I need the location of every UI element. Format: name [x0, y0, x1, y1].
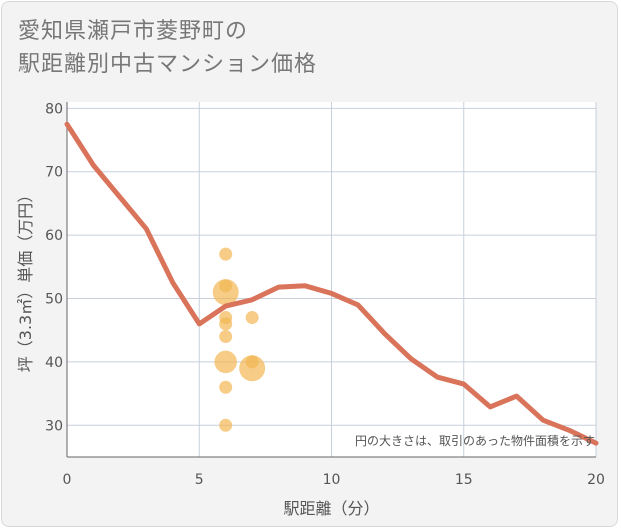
bubble-point [219, 317, 233, 331]
bubble-series [212, 247, 266, 432]
bubble-point [239, 355, 266, 382]
bubble-point [245, 311, 259, 325]
y-tick-label: 70 [45, 165, 63, 181]
x-tick-label: 0 [63, 472, 72, 488]
y-axis-label: 坪（3.3㎡）単価（万円） [16, 187, 35, 372]
y-tick-label: 40 [45, 355, 63, 371]
y-tick-label: 50 [45, 292, 63, 308]
x-tick-label: 10 [323, 472, 341, 488]
y-tick-label: 30 [45, 418, 63, 434]
bubble-point [219, 247, 233, 261]
trend-series [64, 121, 599, 446]
bubble-point [212, 279, 239, 306]
x-tick-label: 5 [195, 472, 204, 488]
x-axis-label: 駅距離（分） [283, 499, 379, 518]
y-tick-label: 80 [45, 101, 63, 117]
chart-title-line-1: 愛知県瀬戸市菱野町の [18, 19, 249, 44]
bubble-point [214, 350, 237, 374]
bubble-point [219, 330, 233, 344]
y-tick-label: 60 [45, 228, 63, 244]
x-tick-label: 20 [587, 472, 605, 488]
bubble-point [219, 418, 233, 432]
bubble-point [219, 380, 233, 394]
chart-title-line-2: 駅距離別中古マンション価格 [18, 52, 318, 77]
tick-labels: 0 5 10 15 20 30 40 50 60 70 80 [45, 101, 605, 488]
x-tick-label: 15 [455, 472, 473, 488]
chart-title: 愛知県瀬戸市菱野町の 駅距離別中古マンション価格 [18, 15, 317, 81]
axes [66, 102, 596, 458]
size-legend-note: 円の大きさは、取引のあった物件面積を示す [355, 433, 595, 448]
trend-line [64, 121, 599, 446]
